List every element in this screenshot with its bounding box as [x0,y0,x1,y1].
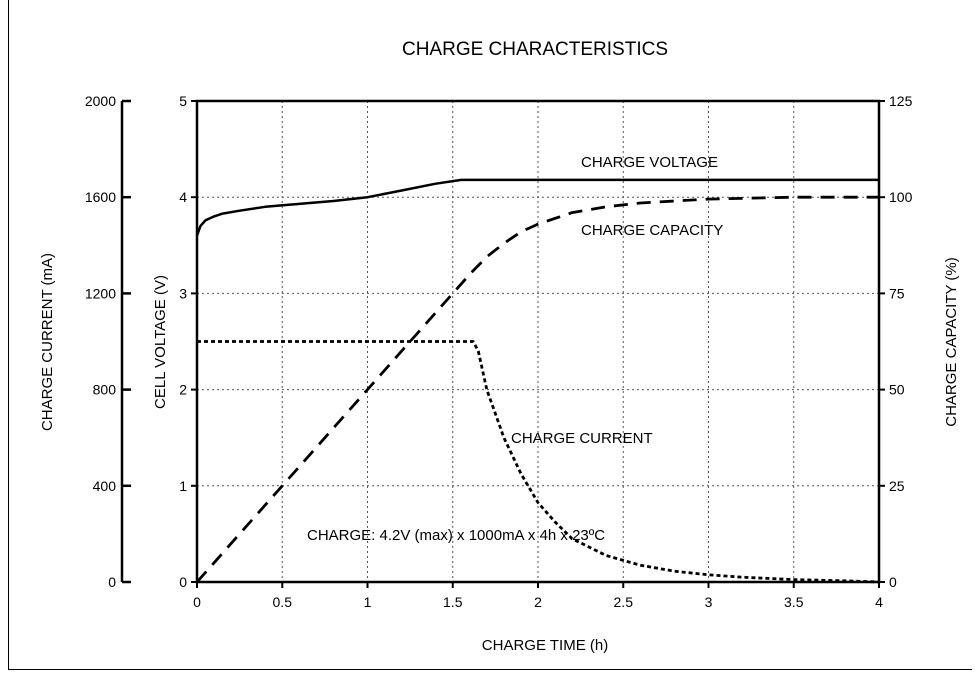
x-axis-label: CHARGE TIME (h) [482,637,608,654]
chart-title: CHARGE CHARACTERISTICS [402,39,668,60]
x-tick-label: 1 [364,594,372,610]
axes [120,99,885,588]
series-charge-voltage [195,178,879,237]
chart-frame [8,0,972,670]
charge-capacity-tick-label: 75 [889,285,905,301]
x-tick-label: 0 [193,594,201,610]
charge-capacity-tick-label: 100 [889,189,913,205]
series-charge-capacity [195,195,879,583]
cell-voltage-tick-label: 4 [179,189,187,205]
x-tick-label: 3.5 [784,594,804,610]
charge-capacity-tick-label: 50 [889,382,905,398]
cell-voltage-axis-label: CELL VOLTAGE (V) [152,275,169,409]
cell-voltage-tick-label: 3 [179,285,187,301]
series-lines [195,178,880,584]
charge-capacity-axis-label: CHARGE CAPACITY (%) [943,257,960,426]
x-tick-label: 0.5 [273,594,293,610]
x-tick-label: 2 [534,594,542,610]
grid-lines [197,101,879,582]
charge-current-tick-label: 400 [93,478,117,494]
tick-labels: 0 0.5 1 1.5 2 2.5 3 3.5 404008001200160020000123… [85,93,913,610]
charge-current-axis-label: CHARGE CURRENT (mA) [39,253,56,431]
x-tick-label: 4 [875,594,883,610]
x-tick-label: 1.5 [443,594,463,610]
charge-conditions-annotation: CHARGE: 4.2V (max) x 1000mA x 4h x 23ºC [307,527,605,544]
x-tick-label: 2.5 [614,594,634,610]
series-label-charge-capacity: CHARGE CAPACITY [581,222,723,239]
cell-voltage-tick-label: 2 [179,382,187,398]
cell-voltage-tick-label: 5 [179,93,187,109]
cell-voltage-tick-label: 1 [179,478,187,494]
charge-current-tick-label: 1200 [85,285,116,301]
charge-capacity-tick-label: 25 [889,478,905,494]
charge-current-tick-label: 0 [108,574,116,590]
charge-capacity-tick-label: 0 [889,574,897,590]
charge-current-tick-label: 800 [93,382,117,398]
charge-capacity-tick-label: 125 [889,93,913,109]
charge-current-tick-label: 1600 [85,189,116,205]
series-label-charge-current: CHARGE CURRENT [511,430,653,447]
series-charge-current [197,340,880,584]
series-label-charge-voltage: CHARGE VOLTAGE [581,154,718,171]
charge-current-tick-label: 2000 [85,93,116,109]
cell-voltage-tick-label: 0 [179,574,187,590]
x-tick-label: 3 [705,594,713,610]
